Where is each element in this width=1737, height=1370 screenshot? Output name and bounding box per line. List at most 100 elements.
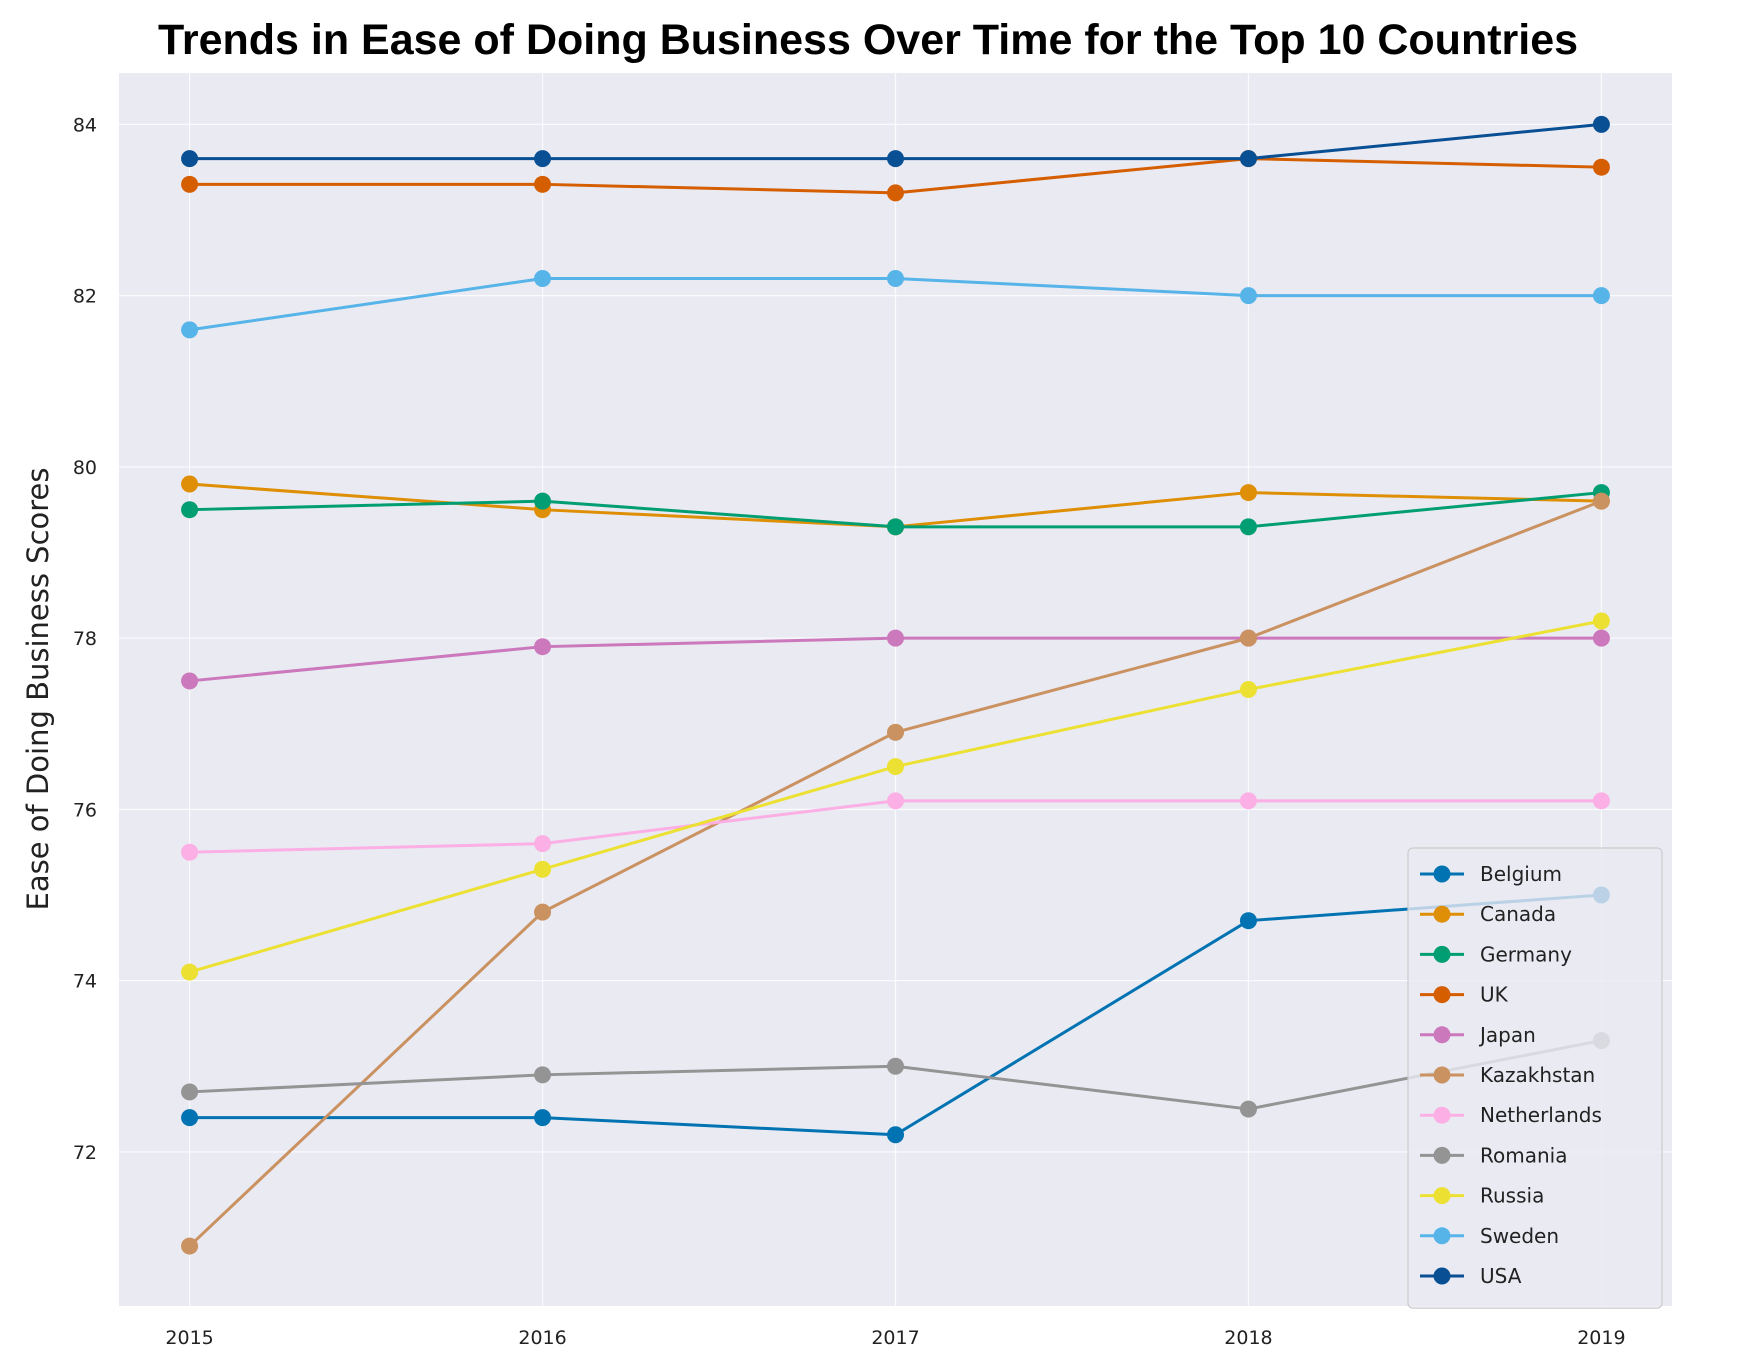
legend-item-romania: Romania	[1420, 1143, 1567, 1167]
data-point-netherlands	[887, 792, 904, 810]
x-tick-label: 2015	[165, 1327, 213, 1349]
x-tick-label: 2019	[1577, 1327, 1625, 1349]
legend-item-japan: Japan	[1420, 1023, 1536, 1047]
legend-item-canada: Canada	[1420, 902, 1556, 926]
data-point-usa	[887, 150, 904, 168]
legend-label: Russia	[1480, 1184, 1544, 1208]
data-point-russia	[181, 963, 199, 981]
legend-label: USA	[1480, 1264, 1522, 1288]
data-point-usa	[1592, 115, 1610, 133]
legend-label: Canada	[1480, 902, 1556, 926]
legend-label: UK	[1480, 983, 1509, 1007]
legend-item-kazakhstan: Kazakhstan	[1420, 1063, 1595, 1087]
legend-label: Romania	[1480, 1143, 1567, 1167]
legend-marker	[1433, 1267, 1451, 1285]
data-point-netherlands	[1592, 792, 1610, 810]
legend-item-uk: UK	[1420, 983, 1509, 1007]
data-point-sweden	[534, 270, 552, 287]
series-kazakhstan	[181, 492, 1610, 1255]
legend-label: Belgium	[1480, 862, 1562, 886]
data-point-germany	[181, 501, 199, 519]
series-netherlands	[181, 792, 1610, 861]
legend-marker	[1433, 1146, 1451, 1164]
data-point-romania	[534, 1066, 552, 1084]
data-point-sweden	[1239, 287, 1257, 305]
legend-marker	[1433, 905, 1451, 923]
data-point-belgium	[181, 1109, 199, 1127]
x-tick-label: 2016	[518, 1327, 566, 1349]
data-point-netherlands	[181, 843, 199, 861]
data-point-canada	[1239, 484, 1257, 502]
legend-label: Sweden	[1480, 1224, 1559, 1248]
legend-item-usa: USA	[1420, 1264, 1522, 1288]
legend-marker	[1433, 1187, 1451, 1205]
chart-title: Trends in Ease of Doing Business Over Ti…	[158, 16, 1578, 64]
data-point-germany	[1239, 518, 1257, 536]
y-tick-label: 76	[73, 799, 97, 821]
y-tick-label: 78	[73, 628, 97, 650]
legend-box	[1407, 847, 1663, 1309]
data-point-belgium	[1239, 912, 1257, 930]
y-axis-label: Ease of Doing Business Scores	[21, 467, 55, 910]
data-point-russia	[887, 758, 904, 776]
series-russia	[181, 612, 1610, 981]
y-tick-label: 84	[73, 114, 97, 136]
data-point-germany	[534, 492, 552, 510]
data-point-usa	[1239, 150, 1257, 168]
data-point-uk	[534, 175, 552, 193]
data-point-kazakhstan	[534, 903, 552, 921]
data-point-usa	[534, 150, 552, 168]
legend-label: Kazakhstan	[1480, 1063, 1595, 1087]
data-point-sweden	[1592, 287, 1610, 305]
data-point-germany	[887, 518, 904, 536]
data-point-japan	[1592, 629, 1610, 647]
series-lines	[181, 115, 1610, 1255]
data-point-kazakhstan	[887, 723, 904, 741]
data-point-sweden	[887, 270, 904, 287]
legend-marker	[1433, 1026, 1451, 1044]
legend-item-netherlands: Netherlands	[1420, 1103, 1602, 1127]
data-point-uk	[887, 184, 904, 202]
data-point-uk	[181, 175, 199, 193]
data-point-japan	[534, 638, 552, 656]
legend-marker	[1433, 1106, 1451, 1124]
legend-marker	[1433, 865, 1451, 883]
data-point-uk	[1592, 158, 1610, 176]
x-tick-label: 2017	[871, 1327, 919, 1349]
legend-label: Germany	[1480, 942, 1572, 966]
legend-label: Japan	[1478, 1023, 1536, 1047]
data-point-japan	[181, 672, 199, 690]
data-point-romania	[181, 1083, 199, 1101]
y-tick-label: 74	[73, 971, 97, 993]
data-point-belgium	[887, 1126, 904, 1144]
data-point-romania	[887, 1057, 904, 1075]
data-point-romania	[1239, 1100, 1257, 1118]
data-point-russia	[534, 860, 552, 878]
data-point-russia	[1239, 681, 1257, 698]
data-point-kazakhstan	[1239, 629, 1257, 647]
data-point-japan	[887, 629, 904, 647]
data-point-kazakhstan	[181, 1237, 199, 1255]
legend: Belgium Canada Germany UK Japan Kazakhstan Net…	[1407, 847, 1663, 1309]
data-point-kazakhstan	[1592, 492, 1610, 510]
data-point-russia	[1592, 612, 1610, 630]
legend-marker	[1433, 1066, 1451, 1084]
legend-item-russia: Russia	[1420, 1184, 1544, 1208]
data-point-usa	[181, 150, 199, 168]
legend-label: Netherlands	[1480, 1103, 1602, 1127]
series-sweden	[181, 270, 1610, 339]
data-point-sweden	[181, 321, 199, 339]
y-tick-label: 80	[73, 457, 97, 479]
data-point-netherlands	[534, 835, 552, 853]
x-tick-label: 2018	[1224, 1327, 1272, 1349]
series-usa	[181, 115, 1610, 168]
legend-item-belgium: Belgium	[1420, 862, 1562, 886]
tick-labels: 2015 2016 2017 2018 2019 72 74 76 78 80 82 84	[73, 114, 1626, 1349]
legend-item-germany: Germany	[1420, 942, 1572, 966]
data-point-canada	[181, 475, 199, 493]
legend-marker	[1433, 986, 1451, 1004]
legend-marker	[1433, 945, 1451, 963]
series-japan	[181, 629, 1610, 690]
